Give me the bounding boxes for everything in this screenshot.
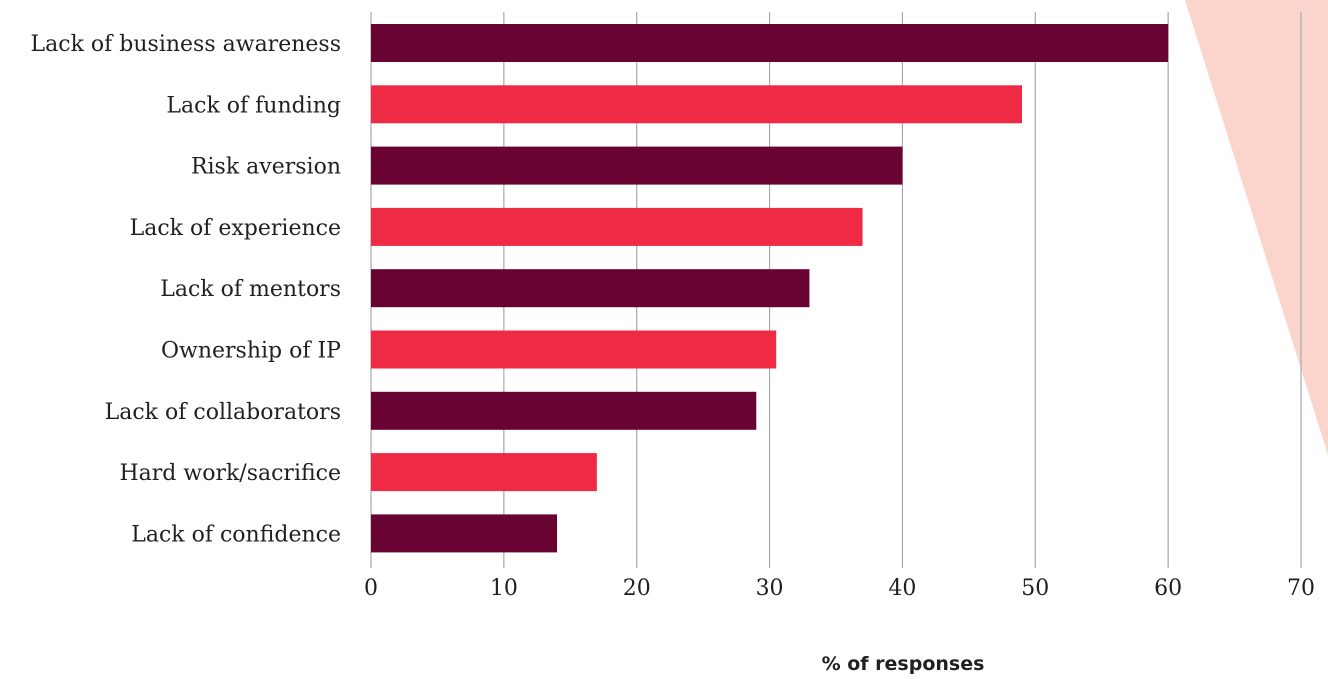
x-tick-label: 10 — [490, 576, 518, 601]
x-tick-labels: 0 10 20 30 40 50 60 70 — [364, 576, 1315, 601]
bars — [371, 24, 1169, 553]
x-tick-label: 70 — [1287, 576, 1315, 601]
bar — [371, 24, 1169, 62]
x-tick-label: 0 — [364, 576, 378, 601]
bar — [371, 207, 863, 246]
bar — [371, 453, 597, 492]
category-label: Lack of mentors — [160, 277, 341, 302]
x-tick-label: 30 — [756, 576, 784, 601]
bar — [371, 514, 557, 553]
x-axis-title: % of responses — [822, 653, 985, 675]
category-label: Lack of experience — [130, 216, 341, 241]
category-label: Hard work/sacrifice — [119, 461, 341, 486]
category-label: Ownership of IP — [161, 339, 341, 364]
category-labels: Lack of business awareness Lack of fundin… — [31, 32, 342, 547]
bar — [371, 330, 777, 369]
bar — [371, 269, 810, 308]
decorative-triangle — [1185, 0, 1328, 455]
x-tick-label: 40 — [888, 576, 916, 601]
bar — [371, 391, 757, 430]
category-label: Lack of funding — [166, 93, 341, 118]
bar — [371, 85, 1022, 124]
category-label: Lack of collaborators — [105, 400, 341, 425]
bar — [371, 146, 903, 185]
x-tick-label: 20 — [623, 576, 651, 601]
x-tick-label: 50 — [1021, 576, 1049, 601]
category-label: Lack of business awareness — [31, 32, 341, 57]
category-label: Risk aversion — [191, 155, 341, 180]
category-label: Lack of confidence — [131, 522, 341, 547]
x-tick-label: 60 — [1154, 576, 1182, 601]
